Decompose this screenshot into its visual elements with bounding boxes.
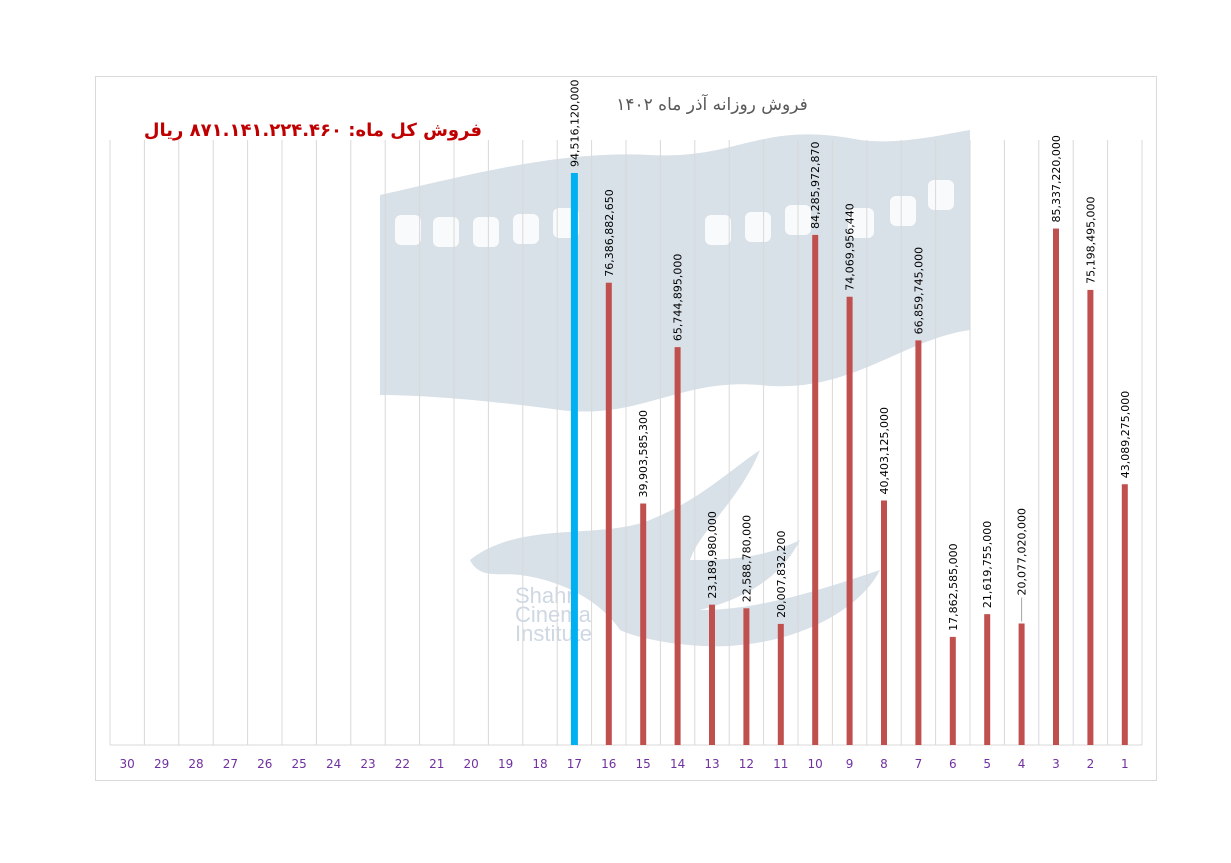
x-tick-label: 13 [704, 757, 719, 771]
x-tick-label: 3 [1052, 757, 1060, 771]
x-tick-label: 4 [1018, 757, 1026, 771]
x-tick-label: 10 [808, 757, 823, 771]
bar-day-11 [777, 623, 784, 745]
x-tick-label: 26 [257, 757, 272, 771]
x-tick-label: 22 [395, 757, 410, 771]
x-tick-label: 30 [120, 757, 135, 771]
data-label: 94,516,120,000 [568, 80, 581, 167]
x-tick-label: 1 [1121, 757, 1129, 771]
data-label: 75,198,495,000 [1084, 196, 1097, 283]
gridlines [109, 140, 1143, 745]
x-tick-label: 12 [739, 757, 754, 771]
bar-day-4 [1018, 623, 1025, 745]
x-tick-label: 24 [326, 757, 341, 771]
x-tick-label: 18 [532, 757, 547, 771]
x-tick-label: 29 [154, 757, 169, 771]
x-tick-label: 11 [773, 757, 788, 771]
total-sales-label: فروش کل ماه: ۸۷۱.۱۴۱.۲۲۴.۴۶۰ ریال [144, 120, 482, 141]
watermark-text-line: Shahr [515, 583, 574, 608]
bar-day-9 [846, 296, 853, 745]
data-label: 20,007,832,200 [775, 530, 788, 617]
data-label: 21,619,755,000 [981, 521, 994, 608]
x-tick-label: 8 [880, 757, 888, 771]
bar-day-12 [743, 608, 750, 745]
data-label: 40,403,125,000 [878, 407, 891, 494]
chart-frame [95, 76, 1157, 781]
bar-day-16 [605, 282, 612, 745]
data-label: 23,189,980,000 [706, 511, 719, 598]
bar-day-2 [1087, 289, 1094, 745]
x-tick-label: 27 [223, 757, 238, 771]
x-tick-label: 6 [949, 757, 957, 771]
x-tick-label: 15 [636, 757, 651, 771]
x-tick-label: 2 [1087, 757, 1095, 771]
bar-day-7 [915, 340, 922, 745]
x-tick-label: 19 [498, 757, 513, 771]
x-axis-ticks: 30 29 28 27 26 25 24 23 22 21 20 19 18 17 16 15 14 13 12 11… [120, 757, 1129, 771]
chart-title: فروش روزانه آذر ماه ۱۴۰۲ [616, 93, 808, 115]
x-tick-label: 5 [983, 757, 991, 771]
bar-day-1 [1121, 484, 1128, 745]
bar-day-5 [984, 614, 991, 745]
bar-day-14 [674, 347, 681, 745]
data-label: 43,089,275,000 [1119, 391, 1132, 478]
data-label: 65,744,895,000 [672, 254, 685, 341]
bar-day-3 [1053, 228, 1059, 746]
data-label: 20,077,020,000 [1016, 508, 1029, 595]
x-tick-label: 25 [292, 757, 307, 771]
bars [570, 173, 1128, 746]
watermark-text-line: Cinema [515, 602, 592, 627]
x-tick-label: 17 [567, 757, 582, 771]
x-tick-label: 20 [464, 757, 479, 771]
data-label: 76,386,882,650 [603, 189, 616, 276]
x-tick-label: 28 [188, 757, 203, 771]
bar-day-17 [570, 173, 578, 745]
bar-day-15 [640, 503, 647, 745]
bar-day-13 [709, 604, 715, 745]
data-labels: 94,516,120,000 76,386,882,650 39,903,585,3… [568, 80, 1131, 631]
data-label: 17,862,585,000 [947, 543, 960, 630]
x-tick-label: 7 [915, 757, 923, 771]
data-label: 39,903,585,300 [637, 410, 650, 497]
x-tick-label: 21 [429, 757, 444, 771]
data-label: 84,285,972,870 [809, 141, 822, 228]
film-strip-watermark [380, 130, 970, 412]
x-tick-label: 23 [360, 757, 375, 771]
x-tick-label: 16 [601, 757, 616, 771]
x-tick-label: 14 [670, 757, 685, 771]
bar-day-6 [949, 636, 956, 745]
x-tick-label: 9 [846, 757, 854, 771]
data-label: 85,337,220,000 [1050, 135, 1063, 222]
data-label: 74,069,956,440 [844, 203, 857, 290]
bar-day-8 [881, 500, 887, 745]
watermark-text-line: Institute [515, 621, 592, 646]
data-label: 66,859,745,000 [912, 247, 925, 334]
bar-day-10 [812, 234, 819, 745]
data-label: 22,588,780,000 [740, 515, 753, 602]
